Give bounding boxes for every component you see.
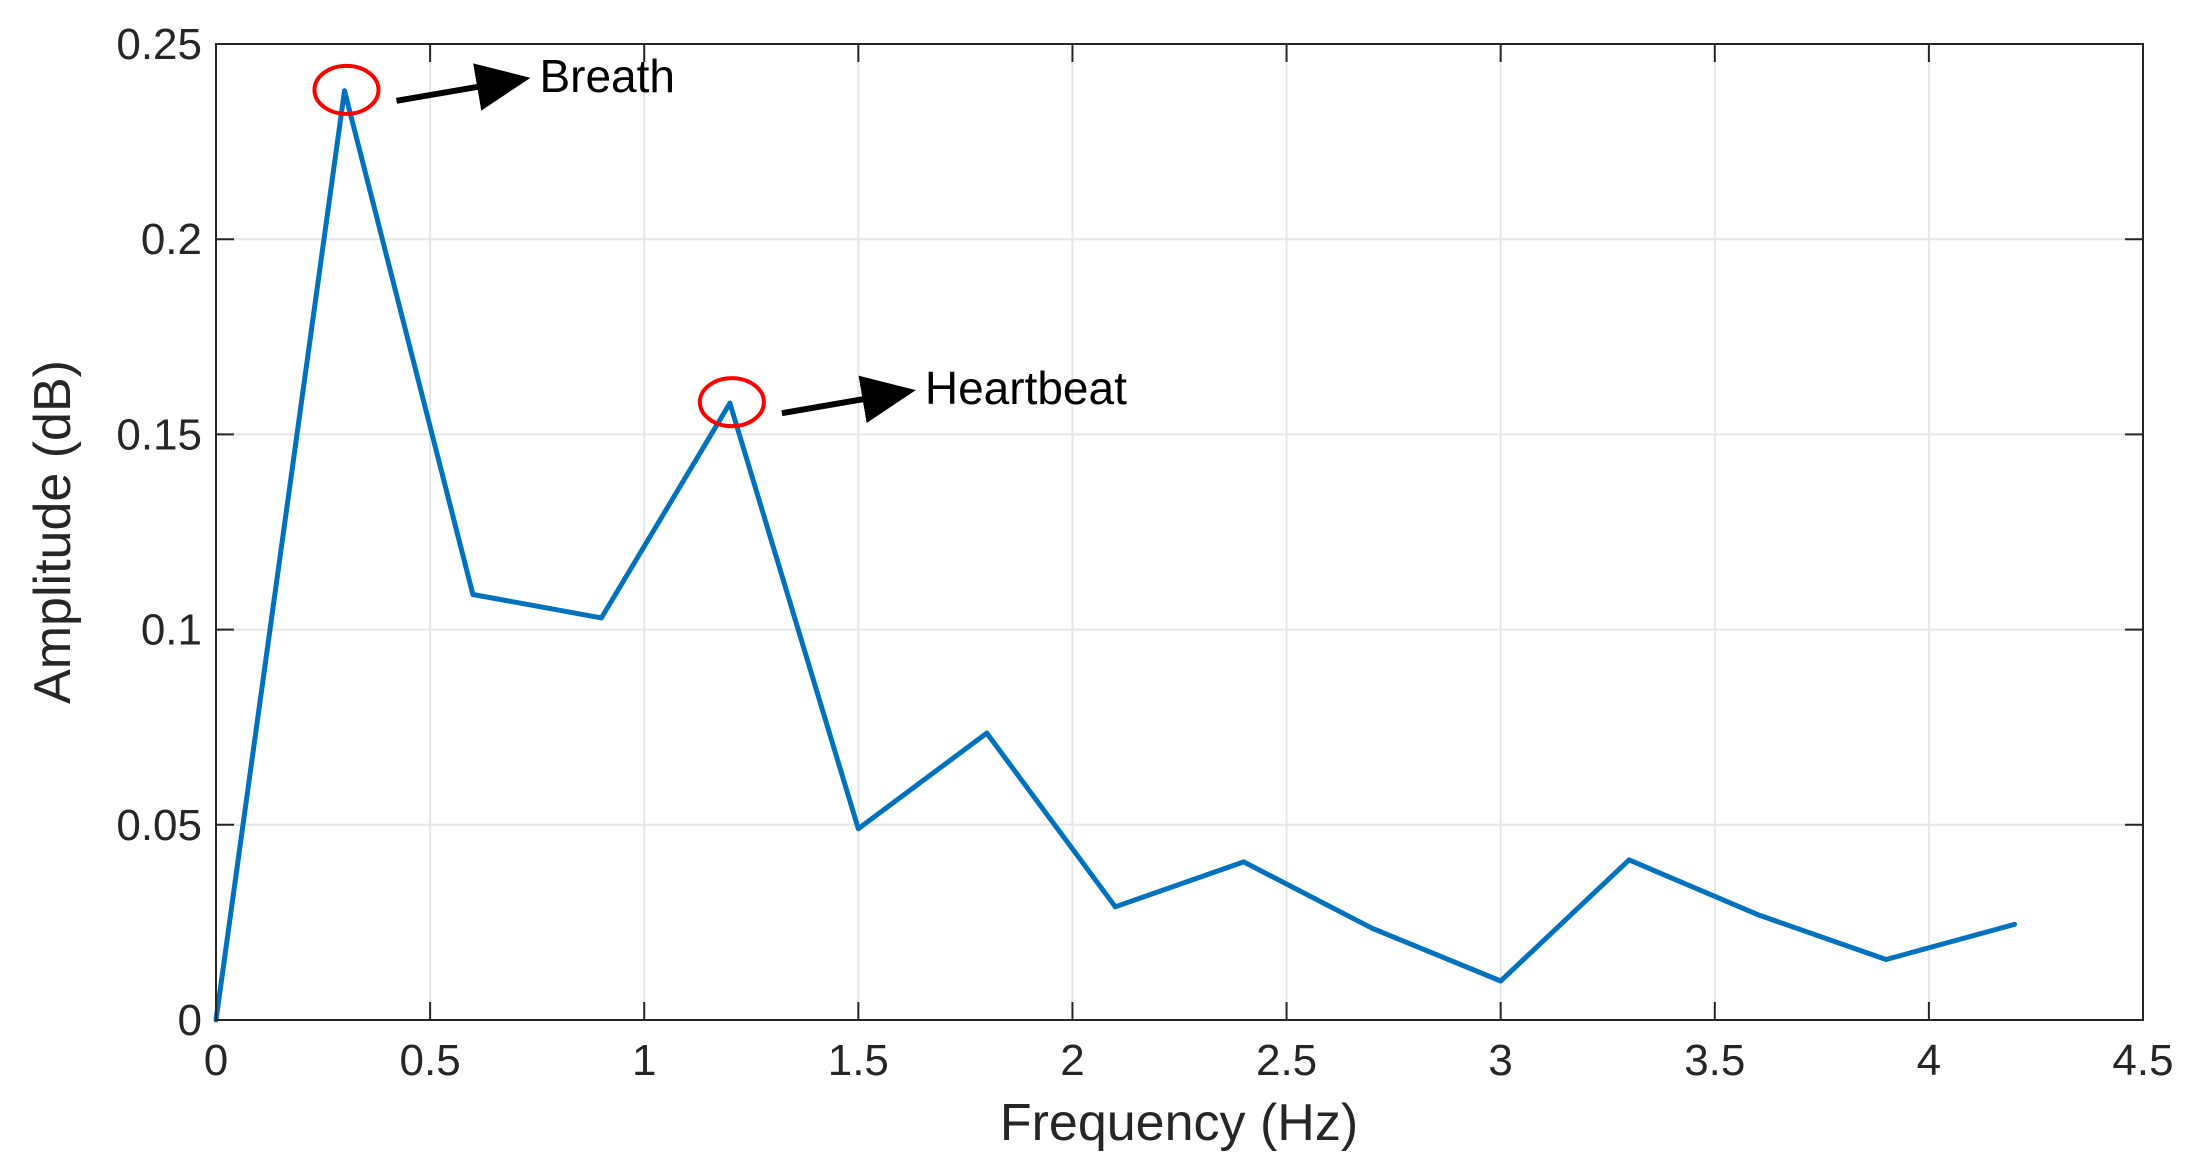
- plot-frame: [215, 43, 2144, 1021]
- annotation-label: Heartbeat: [925, 362, 1127, 414]
- x-tick-label: 2.5: [1256, 1036, 1317, 1085]
- y-tick-label: 0.2: [141, 215, 202, 264]
- x-tick-label: 4: [1917, 1036, 1941, 1085]
- x-tick-label: 3: [1488, 1036, 1512, 1085]
- data-point: [1498, 978, 1504, 984]
- x-tick-label: 3.5: [1684, 1036, 1745, 1085]
- x-axis-title: Frequency (Hz): [1000, 1094, 1358, 1152]
- data-point: [1241, 859, 1247, 865]
- data-point: [1883, 956, 1889, 962]
- data-point: [598, 615, 604, 621]
- y-tick-label: 0: [178, 996, 202, 1045]
- data-point: [1755, 912, 1761, 918]
- tick-labels: 0 0.5 1 1.5 2 2.5 3 3.5 4 4.5 0 0.05 0.1 0.15 0.2 0.25: [116, 20, 2173, 1085]
- annotations: Breath Heartbeat: [312, 50, 1127, 429]
- x-tick-label: 1: [632, 1036, 656, 1085]
- data-point: [2012, 921, 2018, 927]
- data-point: [855, 826, 861, 832]
- data-point: [1112, 904, 1118, 910]
- x-tick-label: 0: [204, 1036, 228, 1085]
- annotation-label: Breath: [539, 50, 675, 102]
- data-point: [341, 88, 347, 94]
- data-point: [1626, 857, 1632, 863]
- annotation-arrow: [781, 375, 916, 423]
- data-point: [470, 591, 476, 597]
- y-tick-label: 0.25: [116, 20, 202, 69]
- data-point: [727, 400, 733, 406]
- x-tick-label: 2: [1060, 1036, 1084, 1085]
- annotation-marker: [312, 63, 381, 116]
- x-tick-label: 4.5: [2112, 1036, 2173, 1085]
- plot-background: [216, 44, 2143, 1020]
- data-point: [1369, 925, 1375, 931]
- x-tick-label: 0.5: [400, 1036, 461, 1085]
- x-tick-label: 1.5: [828, 1036, 889, 1085]
- y-axis-title: Amplitude (dB): [24, 360, 82, 704]
- data-points: [213, 88, 2018, 1023]
- y-tick-label: 0.05: [116, 801, 202, 850]
- y-tick-label: 0.15: [116, 410, 202, 459]
- annotation-marker: [697, 376, 766, 429]
- annotation-arrow: [395, 63, 531, 111]
- data-point: [984, 730, 990, 736]
- y-tick-label: 0.1: [141, 606, 202, 655]
